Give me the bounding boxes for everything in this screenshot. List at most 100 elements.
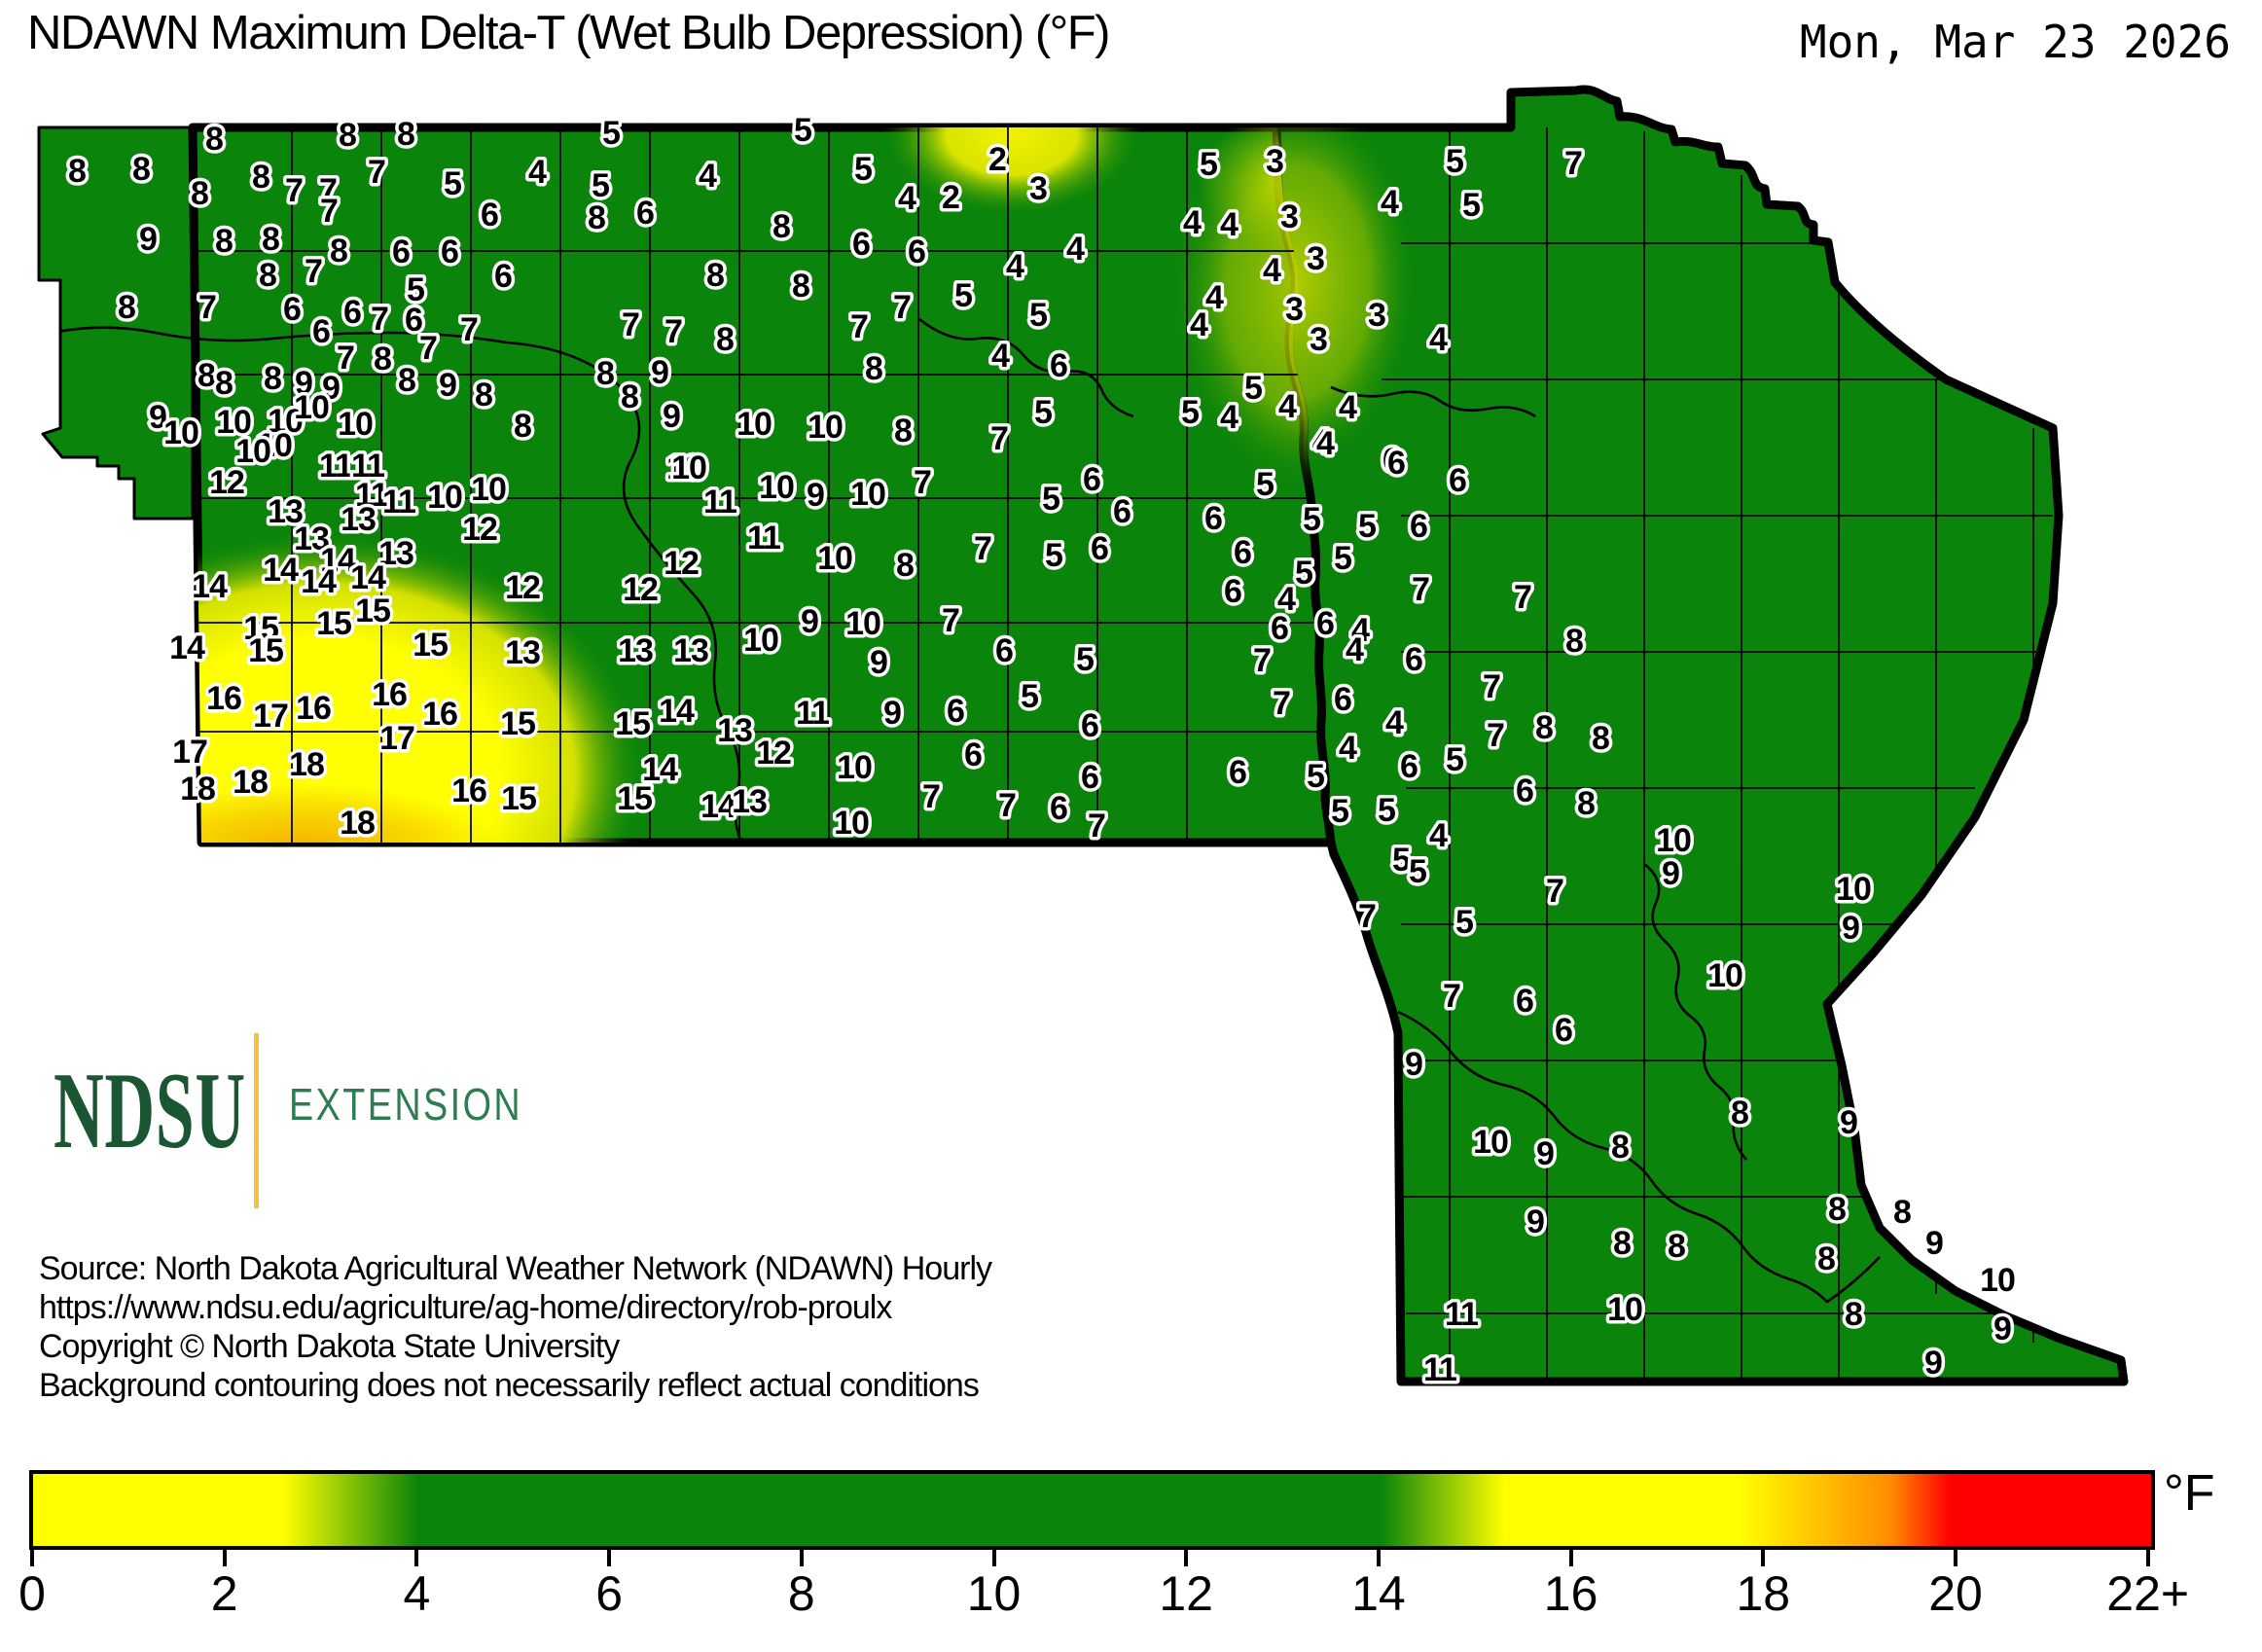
station-value: 11 — [1423, 1351, 1456, 1388]
station-value: 7 — [305, 253, 322, 290]
station-value: 8 — [896, 547, 914, 584]
station-value: 14 — [700, 788, 736, 825]
station-value: 4 — [1429, 321, 1448, 358]
station-value: 6 — [1083, 461, 1100, 498]
station-value: 5 — [1446, 143, 1463, 180]
station-value: 14 — [263, 552, 299, 589]
station-value: 10 — [471, 471, 506, 508]
station-value: 3 — [1310, 321, 1327, 358]
mississippi-river-headwaters — [1643, 862, 1747, 1161]
ndsu-wordmark: NDSU — [54, 1051, 246, 1171]
station-value: 8 — [259, 257, 276, 294]
disclaimer-line: Background contouring does not necessari… — [39, 1367, 980, 1404]
station-value: 8 — [68, 153, 86, 190]
station-value: 7 — [998, 787, 1016, 824]
station-value: 6 — [343, 294, 361, 331]
station-value: 8 — [398, 362, 415, 399]
station-value: 13 — [673, 632, 708, 669]
station-value: 4 — [898, 180, 916, 217]
station-value: 6 — [852, 226, 870, 263]
station-value: 9 — [1662, 855, 1679, 892]
station-value: 8 — [621, 378, 638, 415]
station-value: 11 — [382, 484, 415, 521]
station-value: 5 — [1244, 370, 1262, 407]
station-value: 8 — [1828, 1191, 1846, 1228]
station-value: 8 — [215, 365, 233, 402]
station-value: 4 — [1220, 206, 1239, 243]
station-value: 14 — [169, 629, 205, 666]
station-value: 5 — [592, 167, 609, 204]
station-value: 10 — [338, 406, 373, 443]
legend-tick-label: 2 — [210, 1566, 238, 1621]
station-value: 7 — [1487, 717, 1504, 754]
station-value: 12 — [209, 464, 244, 501]
station-value: 15 — [413, 627, 448, 664]
station-value: 16 — [372, 676, 407, 713]
station-value: 6 — [441, 233, 458, 270]
station-value: 14 — [350, 559, 386, 596]
station-value: 7 — [850, 308, 868, 345]
station-value: 7 — [1514, 579, 1531, 616]
station-value: 5 — [854, 151, 872, 188]
station-value: 4 — [1346, 631, 1364, 668]
color-scale-legend: 0 2 4 6 8 10 12 14 16 18 20 22+ °F — [0, 1464, 2262, 1649]
station-value: 6 — [995, 632, 1013, 669]
station-value: 8 — [252, 159, 269, 196]
station-value: 2 — [988, 141, 1006, 178]
station-value: 13 — [378, 535, 413, 572]
station-value: 3 — [1307, 240, 1324, 277]
station-value: 16 — [451, 772, 486, 809]
station-value: 10 — [163, 414, 198, 451]
station-value: 11 — [351, 448, 384, 485]
station-value: 7 — [1088, 808, 1105, 844]
station-value: 12 — [462, 511, 497, 548]
station-value: 8 — [205, 121, 223, 158]
station-value: 5 — [1295, 555, 1312, 592]
station-value: 6 — [1204, 500, 1222, 537]
legend-tick — [1761, 1550, 1766, 1566]
legend-tick-label: 4 — [403, 1566, 431, 1621]
station-value: 9 — [439, 367, 456, 404]
station-value: 5 — [1378, 792, 1395, 829]
legend-unit-label: °F — [2164, 1465, 2215, 1522]
station-value: 10 — [294, 389, 329, 426]
station-value: 6 — [1387, 445, 1405, 482]
copyright-line: Copyright © North Dakota State Universit… — [39, 1328, 620, 1365]
station-value: 6 — [494, 258, 512, 295]
legend-tick-label: 6 — [595, 1566, 623, 1621]
station-value: 6 — [1081, 759, 1098, 796]
station-value: 10 — [743, 622, 778, 659]
station-value: 4 — [699, 158, 717, 195]
legend-tick — [414, 1550, 419, 1566]
station-value: 6 — [1316, 605, 1334, 642]
station-value: 3 — [1285, 291, 1303, 328]
station-value: 6 — [1234, 534, 1251, 571]
station-value: 5 — [1034, 394, 1052, 431]
station-value: 14 — [301, 563, 337, 600]
station-value: 4 — [1339, 389, 1357, 426]
source-url: https://www.ndsu.edu/agriculture/ag-home… — [39, 1289, 892, 1326]
station-value: 5 — [1331, 793, 1348, 830]
station-value: 8 — [475, 377, 492, 413]
station-value: 8 — [1817, 1240, 1835, 1277]
station-value: 5 — [1409, 853, 1426, 890]
legend-tick — [222, 1550, 227, 1566]
station-value: 7 — [285, 172, 303, 209]
legend-tick-label: 20 — [1928, 1566, 1983, 1621]
station-value: 5 — [1256, 466, 1274, 503]
legend-tick — [1376, 1550, 1381, 1566]
station-value: 15 — [248, 632, 283, 669]
station-value: 15 — [316, 605, 351, 642]
contour-yellow-north-center — [880, 127, 1143, 217]
station-value: 6 — [964, 736, 982, 773]
station-value: 14 — [192, 568, 228, 605]
station-value: 3 — [1368, 297, 1385, 334]
station-value: 10 — [736, 406, 772, 443]
station-value: 8 — [772, 208, 790, 245]
source-text-block: Source: North Dakota Agricultural Weathe… — [39, 1249, 992, 1405]
missouri-river — [39, 326, 743, 843]
station-value: 6 — [1410, 508, 1427, 545]
station-value: 3 — [1280, 198, 1298, 235]
station-value: 15 — [243, 610, 278, 647]
